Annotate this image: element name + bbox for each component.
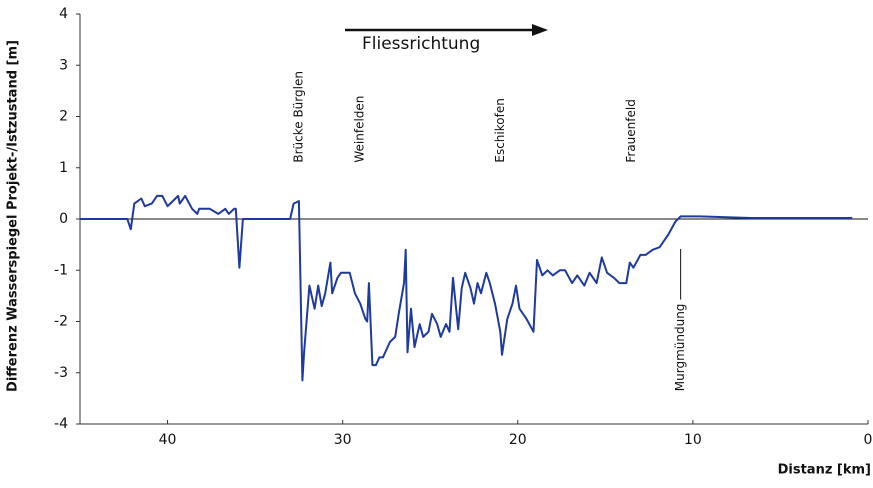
y-tick-label: 4 bbox=[59, 6, 68, 22]
flow-label: Fliessrichtung bbox=[362, 34, 480, 54]
annotation: Weinfelden bbox=[353, 96, 367, 163]
x-axis-label: Distanz [km] bbox=[778, 463, 871, 478]
data-line bbox=[80, 194, 853, 382]
y-tick-label: 2 bbox=[59, 109, 68, 125]
x-tick-label: 0 bbox=[864, 432, 873, 448]
annotation: Eschikofen bbox=[493, 98, 507, 162]
annotation: Brücke Bürglen bbox=[291, 71, 305, 163]
x-tick-label: 30 bbox=[334, 432, 352, 448]
x-tick-label: 40 bbox=[159, 432, 177, 448]
flow-arrow-head bbox=[532, 24, 548, 36]
y-tick-label: 3 bbox=[59, 57, 68, 73]
y-axis-label: Differenz Wasserspiegel Projekt-/Istzust… bbox=[6, 40, 21, 392]
x-tick-label: 10 bbox=[684, 432, 702, 448]
annotation: Murgmündung bbox=[673, 304, 687, 392]
y-tick-label: -4 bbox=[54, 416, 68, 432]
x-tick-label: 20 bbox=[509, 432, 527, 448]
y-tick-label: -3 bbox=[54, 365, 68, 381]
y-tick-label: -2 bbox=[54, 314, 68, 330]
y-tick-label: 1 bbox=[59, 160, 68, 176]
annotation: Frauenfeld bbox=[624, 99, 638, 162]
y-tick-label: -1 bbox=[54, 262, 68, 278]
y-tick-label: 0 bbox=[59, 211, 68, 227]
